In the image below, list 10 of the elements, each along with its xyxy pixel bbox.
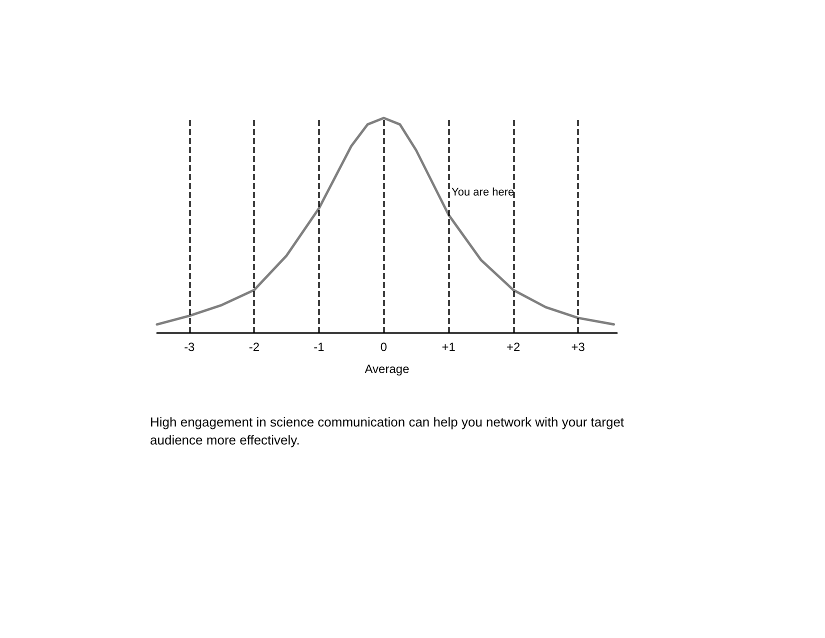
x-tick-label: +3 <box>571 340 586 354</box>
x-tick-label: -1 <box>314 340 325 354</box>
x-tick-label: -3 <box>184 340 196 354</box>
x-tick-label: +1 <box>442 340 456 354</box>
x-tick-label: -2 <box>248 340 260 354</box>
x-axis-title: Average <box>364 362 410 376</box>
text: High engagement in science communication can help you network with your target audience more effectively. <box>150 414 628 448</box>
x-tick-label: +2 <box>506 340 520 354</box>
annotation: You are here <box>452 186 514 198</box>
x-tick-label: 0 <box>380 340 388 354</box>
